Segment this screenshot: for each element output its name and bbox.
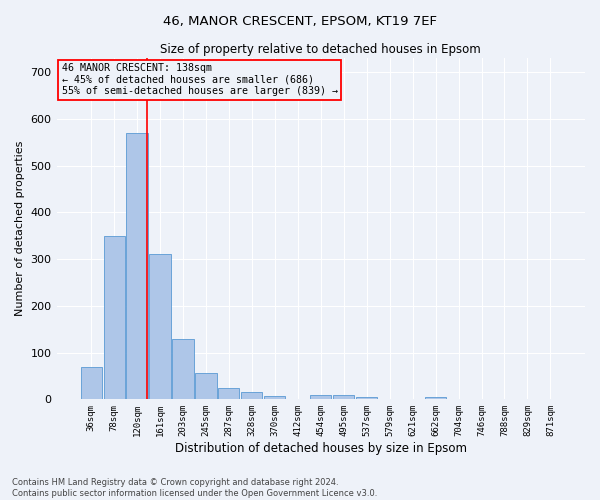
Bar: [264, 396, 286, 400]
Bar: [356, 397, 377, 400]
Text: Contains HM Land Registry data © Crown copyright and database right 2024.
Contai: Contains HM Land Registry data © Crown c…: [12, 478, 377, 498]
Y-axis label: Number of detached properties: Number of detached properties: [15, 141, 25, 316]
Bar: [333, 394, 354, 400]
Bar: [425, 397, 446, 400]
Bar: [241, 392, 262, 400]
Bar: [149, 254, 170, 400]
Bar: [104, 236, 125, 400]
Text: 46, MANOR CRESCENT, EPSOM, KT19 7EF: 46, MANOR CRESCENT, EPSOM, KT19 7EF: [163, 15, 437, 28]
Bar: [127, 133, 148, 400]
Bar: [80, 366, 101, 400]
Bar: [196, 372, 217, 400]
Bar: [218, 388, 239, 400]
Bar: [172, 340, 194, 400]
Bar: [310, 394, 331, 400]
X-axis label: Distribution of detached houses by size in Epsom: Distribution of detached houses by size …: [175, 442, 467, 455]
Title: Size of property relative to detached houses in Epsom: Size of property relative to detached ho…: [160, 42, 481, 56]
Text: 46 MANOR CRESCENT: 138sqm
← 45% of detached houses are smaller (686)
55% of semi: 46 MANOR CRESCENT: 138sqm ← 45% of detac…: [62, 63, 338, 96]
